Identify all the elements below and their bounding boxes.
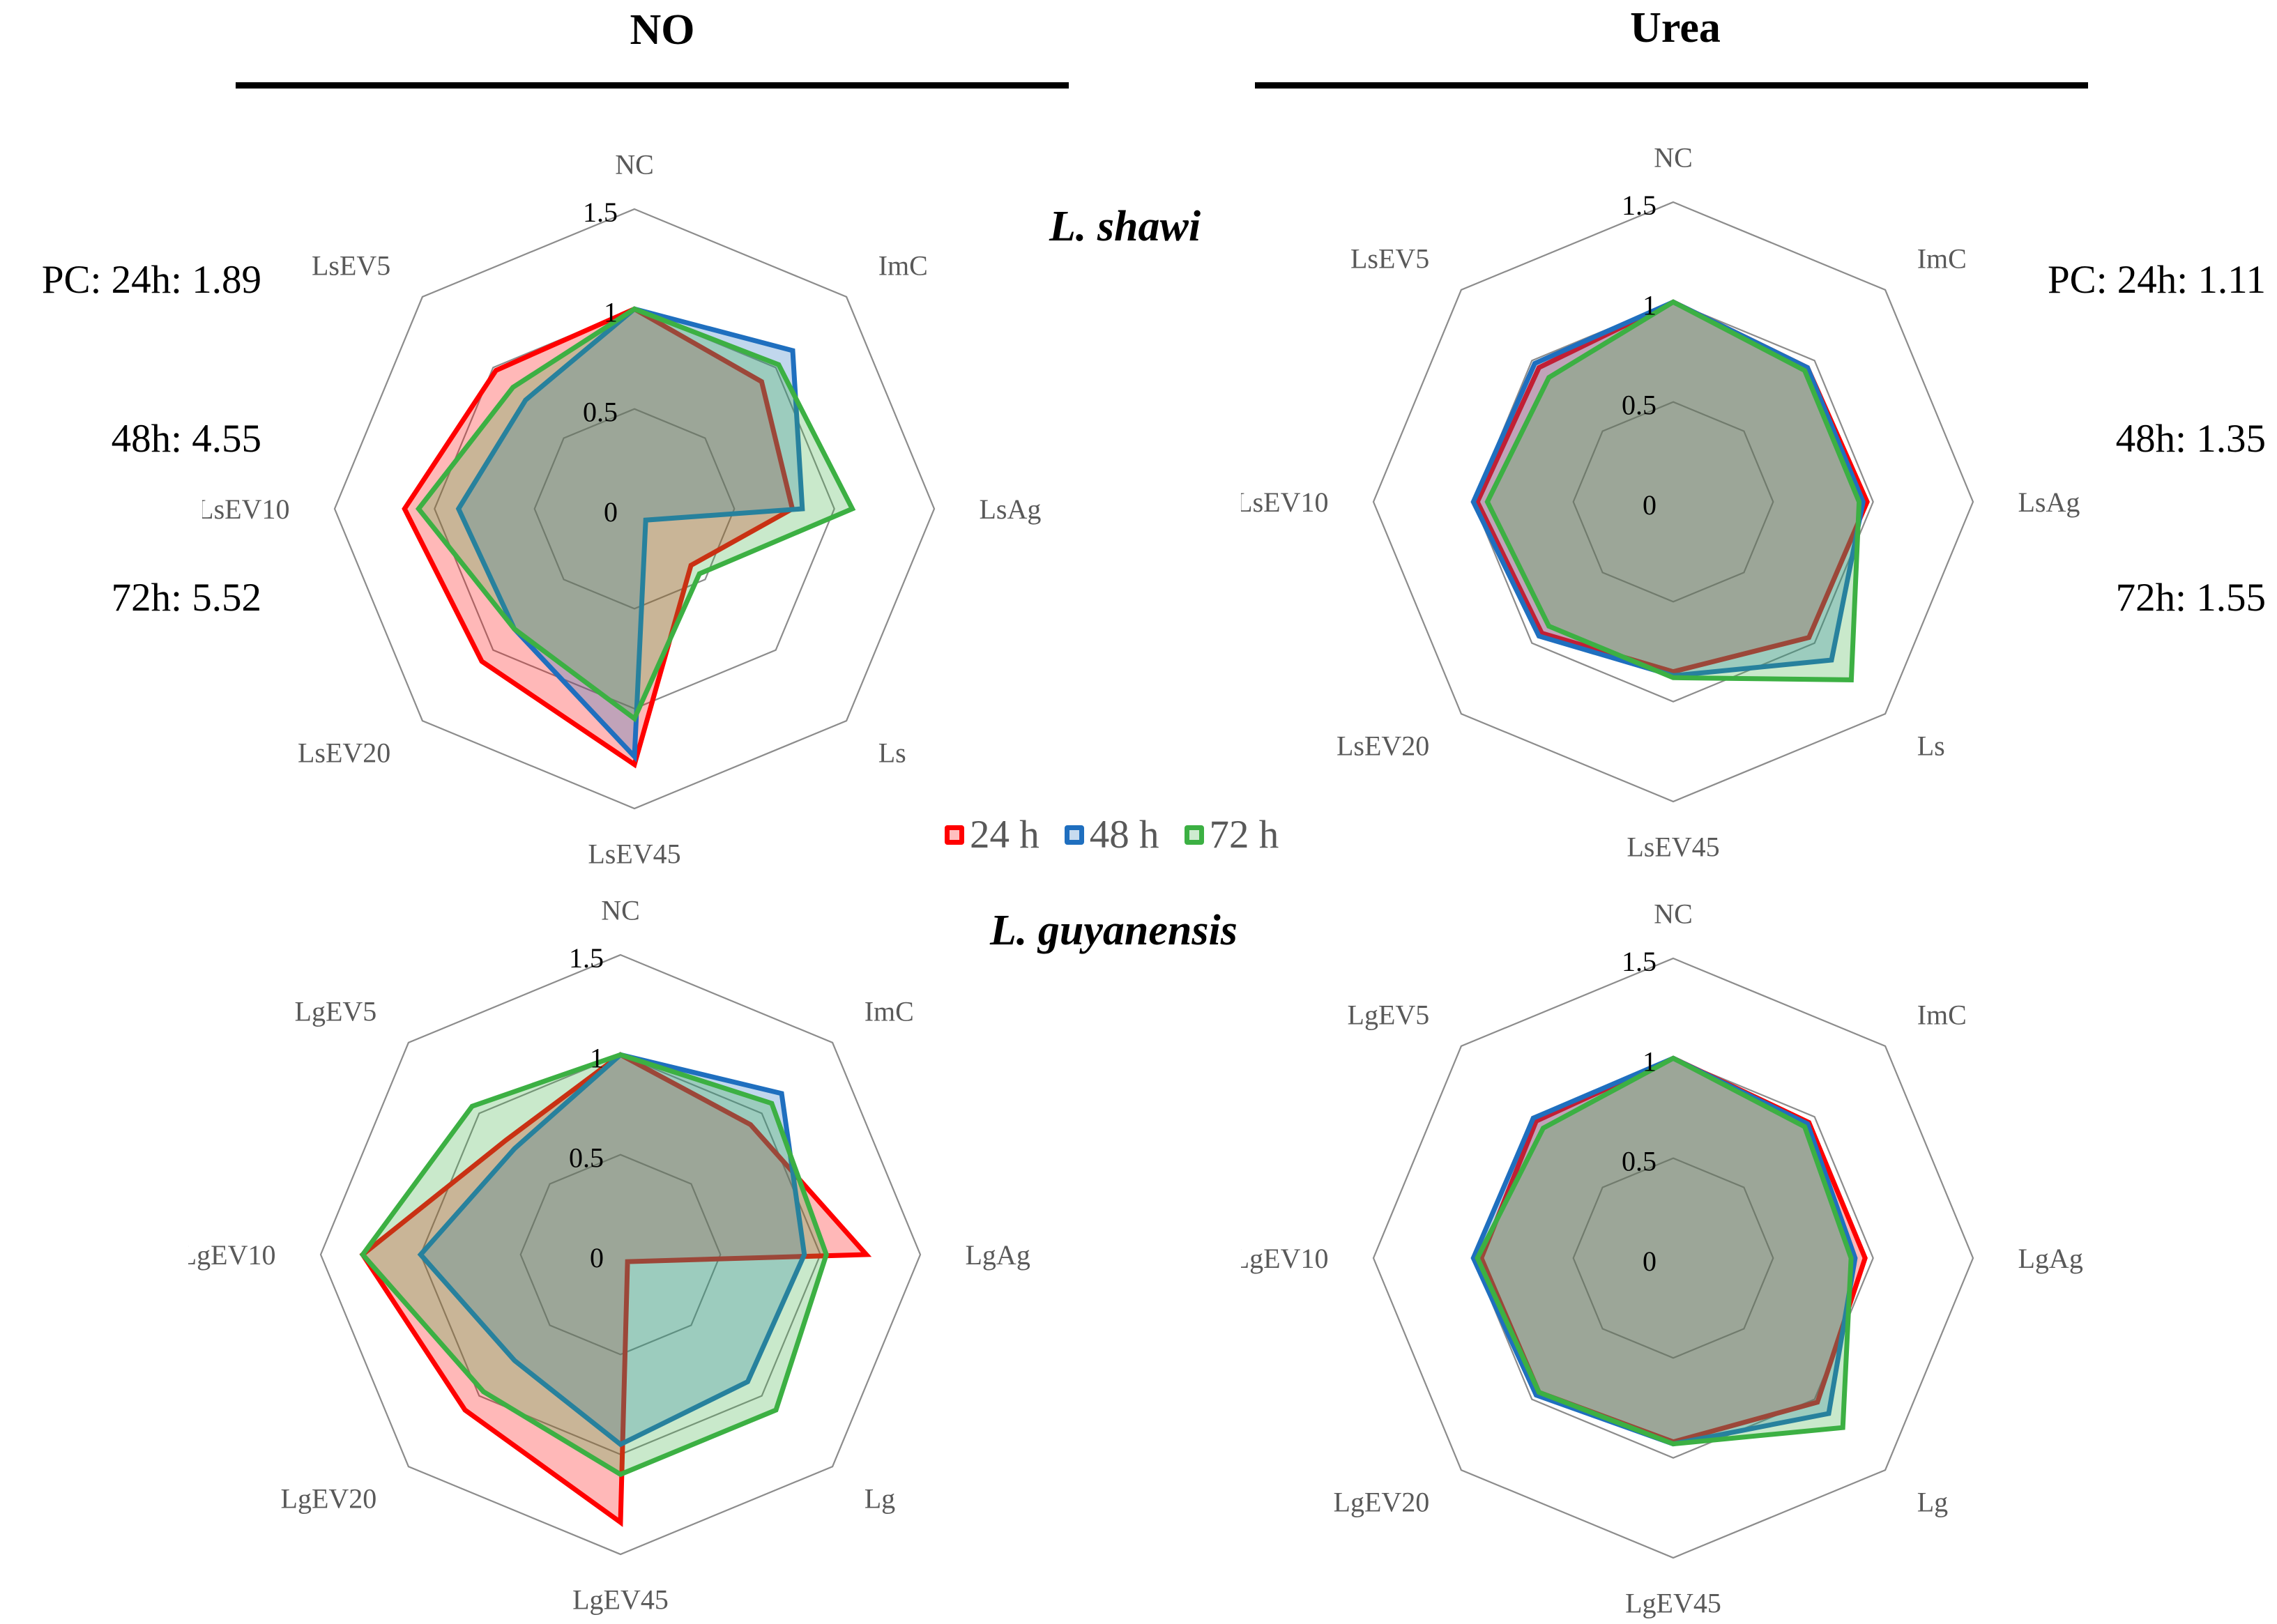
tick-label-1: 1: [1643, 289, 1657, 321]
pc-note-no-line2: 48h: 4.55: [111, 417, 261, 461]
header-urea: Urea: [1630, 4, 1721, 52]
legend: 24 h 48 h 72 h: [945, 812, 1279, 857]
axis-label-lgev20: LgEV20: [1334, 1487, 1430, 1518]
grid-ring-1.5: [319, 953, 922, 1556]
grid-ring-1.5: [333, 208, 936, 810]
header-no-rule: [236, 82, 1069, 89]
axis-label-lg: Lg: [865, 1483, 895, 1515]
grid-ring-1.5: [1372, 957, 1974, 1559]
pc-note-urea: PC: 24h: 1.11 48h: 1.35 72h: 1.55: [2001, 148, 2266, 730]
axis-label-imc: ImC: [865, 995, 914, 1027]
tick-label-1: 1: [1643, 1045, 1657, 1077]
legend-item-72h: 72 h: [1184, 812, 1279, 857]
axis-label-lgag: LgAg: [966, 1239, 1030, 1271]
radar-chart-urea-guyanensis: 0 0.5 1 1.5 NC ImC LgAg Lg LgEV45 LgEV20 LgEV10 LgE…: [1241, 898, 2083, 1619]
axis-label-lgev20: LgEV20: [281, 1483, 377, 1515]
series-72h-polygon: [1484, 299, 1862, 682]
axis-label-lgag: LgAg: [2018, 1243, 2083, 1274]
tick-label-1.5: 1.5: [583, 197, 618, 228]
axis-label-imc: ImC: [1917, 243, 1967, 274]
tick-label-0.5: 0.5: [583, 397, 618, 428]
legend-label-48h: 48 h: [1089, 813, 1159, 857]
axis-label-lsev20: LsEV20: [298, 737, 390, 769]
grid-ring-0.5: [1572, 401, 1774, 603]
axis-label-nc: NC: [1654, 898, 1693, 930]
axis-label-lg: Lg: [1917, 1487, 1948, 1518]
species-bottom-label: L. guyanensis: [990, 907, 1238, 954]
grid-ring-0.5: [1572, 1157, 1774, 1359]
axis-label-ls: Ls: [878, 737, 906, 769]
axis-label-lgev10: LgEV10: [1241, 1243, 1329, 1274]
header-urea-rule: [1255, 82, 2088, 89]
axis-label-nc: NC: [601, 895, 640, 926]
axis-label-nc: NC: [615, 149, 654, 181]
axis-label-lsev5: LsEV5: [312, 250, 390, 281]
axis-label-lgev5: LgEV5: [295, 995, 377, 1027]
legend-swatch-72h: [1184, 825, 1204, 845]
axis-label-lsev5: LsEV5: [1350, 243, 1429, 274]
axis-label-lsag: LsAg: [2018, 487, 2080, 518]
pc-note-urea-line3: 72h: 1.55: [2115, 576, 2266, 620]
pc-note-no: PC: 24h: 1.89 48h: 4.55 72h: 5.52: [7, 148, 261, 730]
pc-note-no-line3: 72h: 5.52: [111, 576, 261, 620]
tick-label-0.5: 0.5: [1622, 1146, 1657, 1177]
tick-label-1: 1: [604, 296, 618, 328]
radar-chart-urea-shawi: 0 0.5 1 1.5 NC ImC LsAg Ls LsEV45 LsEV20 LsEV10 LsE…: [1241, 142, 2080, 863]
tick-label-1.5: 1.5: [1622, 190, 1657, 221]
grid-ring-1: [1472, 301, 1874, 703]
tick-label-0.5: 0.5: [1622, 390, 1657, 421]
tick-label-1.5: 1.5: [1622, 946, 1657, 977]
series-72h-polygon: [1475, 1055, 1854, 1447]
axis-label-lgev5: LgEV5: [1348, 999, 1430, 1030]
axis-label-lsev45: LsEV45: [1627, 832, 1719, 863]
tick-label-0: 0: [590, 1242, 604, 1273]
axis-label-nc: NC: [1654, 142, 1693, 174]
legend-label-24h: 24 h: [970, 813, 1040, 857]
radar-chart-no-guyanensis: 0 0.5 1 1.5 NC ImC LgAg Lg LgEV45 LgEV20 LgEV10 LgE…: [188, 895, 1030, 1616]
axis-label-imc: ImC: [1917, 999, 1967, 1030]
tick-label-1: 1: [590, 1042, 604, 1073]
pc-note-no-line1: PC: 24h: 1.89: [41, 258, 261, 302]
tick-label-0.5: 0.5: [569, 1142, 604, 1174]
legend-item-48h: 48 h: [1064, 812, 1159, 857]
axis-label-lgev45: LgEV45: [1625, 1588, 1721, 1619]
axis-label-lsev45: LsEV45: [588, 838, 680, 870]
tick-label-0: 0: [1643, 489, 1657, 521]
series-72h-polygon: [415, 306, 856, 723]
axis-label-lsev10: LsEV10: [1241, 487, 1329, 518]
grid-ring-1.5: [1372, 201, 1974, 803]
axis-label-imc: ImC: [878, 250, 928, 281]
axis-label-lsev10: LsEV10: [202, 493, 290, 525]
grid-ring-0.5: [519, 1154, 722, 1356]
tick-label-0: 0: [604, 496, 618, 528]
axis-label-lgev10: LgEV10: [188, 1239, 276, 1271]
legend-label-72h: 72 h: [1209, 813, 1279, 857]
tick-label-1.5: 1.5: [569, 942, 604, 974]
pc-note-urea-line2: 48h: 1.35: [2115, 417, 2266, 461]
series-24h-polygon: [359, 1052, 872, 1527]
axis-label-ls: Ls: [1917, 730, 1945, 762]
header-no: NO: [630, 6, 695, 54]
legend-swatch-24h: [945, 825, 964, 845]
axis-label-lsag: LsAg: [980, 493, 1042, 525]
series-24h-polygon: [402, 306, 795, 769]
series-72h-polygon: [359, 1052, 829, 1478]
axis-label-lsev20: LsEV20: [1336, 730, 1429, 762]
axis-label-lgev45: LgEV45: [572, 1584, 669, 1616]
pc-note-urea-line1: PC: 24h: 1.11: [2047, 258, 2266, 302]
legend-swatch-48h: [1064, 825, 1084, 845]
legend-item-24h: 24 h: [945, 812, 1040, 857]
radar-chart-no-shawi: 0 0.5 1 1.5 NC ImC LsAg Ls LsEV45 LsEV20 LsEV10 LsE…: [202, 149, 1042, 870]
grid-ring-0.5: [533, 408, 736, 610]
species-top-label: L. shawi: [1049, 203, 1201, 250]
tick-label-0: 0: [1643, 1246, 1657, 1277]
